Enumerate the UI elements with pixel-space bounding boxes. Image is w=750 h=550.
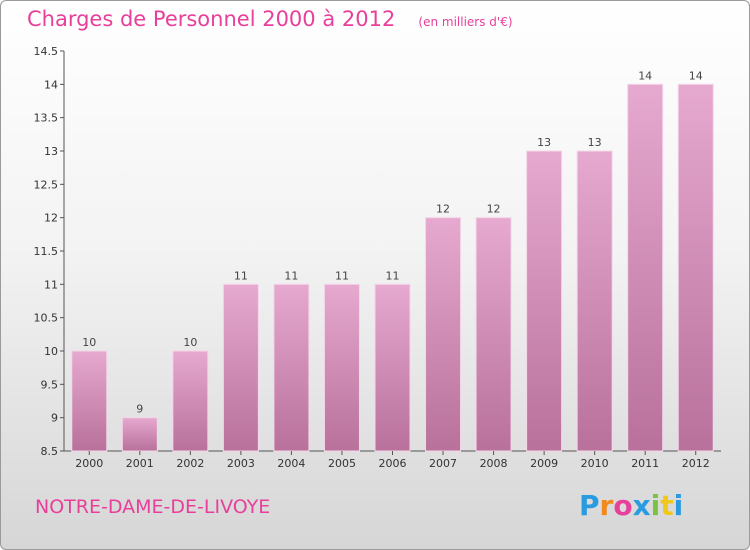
x-tick-label: 2011 xyxy=(631,457,659,470)
logo-letter: x xyxy=(632,489,651,522)
bar xyxy=(475,217,512,452)
y-tick-label: 11 xyxy=(44,278,58,291)
y-tick-label: 12.5 xyxy=(34,178,59,191)
bar-value-label: 11 xyxy=(386,269,400,282)
bar xyxy=(273,283,310,452)
y-tick-label: 10.5 xyxy=(34,312,59,325)
commune-name: NOTRE-DAME-DE-LIVOYE xyxy=(35,496,271,518)
plot-area: 8.5 9 9.5 10 10.5 11 11.5 12 12.5 13 13.5 14 14.5 10 2… xyxy=(34,45,721,470)
x-tick-label: 2012 xyxy=(682,457,710,470)
chart-title: Charges de Personnel 2000 à 2012 (en mil… xyxy=(27,7,513,31)
y-tick-label: 10 xyxy=(44,345,58,358)
bar-value-label: 14 xyxy=(689,69,703,82)
y-tick-label: 9 xyxy=(51,412,58,425)
bar xyxy=(677,83,714,452)
bar xyxy=(222,283,259,452)
bar xyxy=(172,350,209,452)
bar-value-label: 9 xyxy=(136,403,143,416)
logo-letter: P xyxy=(579,489,600,522)
bar xyxy=(627,83,664,452)
x-tick-label: 2009 xyxy=(530,457,558,470)
bar-value-label: 14 xyxy=(638,69,652,82)
logo-letter: o xyxy=(613,489,633,522)
bar xyxy=(576,150,613,452)
bar-value-label: 11 xyxy=(284,269,298,282)
bar-value-label: 13 xyxy=(588,136,602,149)
x-tick-label: 2005 xyxy=(328,457,356,470)
logo-letter: t xyxy=(660,489,674,522)
x-tick-label: 2003 xyxy=(227,457,255,470)
bar-value-label: 11 xyxy=(234,269,248,282)
logo-letter: i xyxy=(650,489,661,522)
proxiti-logo: Proxiti xyxy=(579,489,683,522)
bar-value-label: 13 xyxy=(537,136,551,149)
bar-value-label: 10 xyxy=(82,336,96,349)
x-tick-label: 2006 xyxy=(379,457,407,470)
y-tick-label: 13.5 xyxy=(34,112,59,125)
unit-note: (en milliers d'€) xyxy=(418,15,513,29)
y-tick-label: 14.5 xyxy=(34,45,59,58)
logo-letter: r xyxy=(599,489,614,522)
x-tick-label: 2001 xyxy=(126,457,154,470)
bar-value-label: 12 xyxy=(436,203,450,216)
x-tick-label: 2007 xyxy=(429,457,457,470)
y-tick-label: 8.5 xyxy=(41,445,59,458)
bar-value-label: 10 xyxy=(183,336,197,349)
x-tick-label: 2008 xyxy=(480,457,508,470)
bar xyxy=(323,283,360,452)
y-tick-label: 9.5 xyxy=(41,378,59,391)
bar-value-label: 11 xyxy=(335,269,349,282)
x-tick-label: 2000 xyxy=(75,457,103,470)
bar-value-label: 12 xyxy=(487,203,501,216)
x-tick-label: 2004 xyxy=(277,457,305,470)
y-tick-label: 14 xyxy=(44,78,58,91)
title-text: Charges de Personnel 2000 à 2012 xyxy=(27,7,396,31)
bar xyxy=(526,150,563,452)
y-tick-label: 11.5 xyxy=(34,245,59,258)
y-tick-label: 13 xyxy=(44,145,58,158)
x-tick-label: 2010 xyxy=(581,457,609,470)
bar xyxy=(425,217,462,452)
logo-letter: i xyxy=(673,489,684,522)
y-tick-label: 12 xyxy=(44,212,58,225)
x-tick-label: 2002 xyxy=(176,457,204,470)
bar xyxy=(374,283,411,452)
bar xyxy=(121,417,158,452)
bar xyxy=(71,350,108,452)
